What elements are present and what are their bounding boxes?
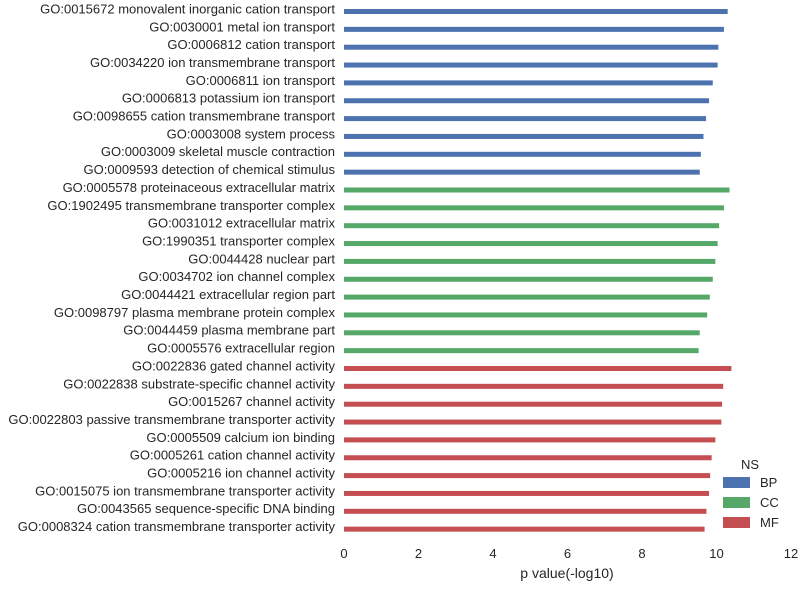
y-tick-label: GO:1902495 transmembrane transporter com… xyxy=(47,198,335,213)
bar-cc xyxy=(344,187,730,193)
y-tick-label: GO:0003009 skeletal muscle contraction xyxy=(101,144,335,159)
bar-bp xyxy=(344,133,704,139)
y-tick-label: GO:0044428 nuclear part xyxy=(188,251,335,266)
legend: NS BP CC MF xyxy=(723,457,779,530)
y-tick-label: GO:0005576 extracellular region xyxy=(147,341,335,356)
bar-cc xyxy=(344,312,708,318)
x-tick-label: 8 xyxy=(638,546,645,561)
x-tick-labels-group: 0 2 4 6 8 10 12 xyxy=(340,546,798,561)
y-tick-label: GO:0031012 extracellular matrix xyxy=(148,216,336,231)
legend-title: NS xyxy=(741,457,759,472)
y-tick-labels-group: GO:0015672 monovalent inorganic cation t… xyxy=(8,1,335,534)
x-tick-label: 10 xyxy=(709,546,723,561)
x-tick-label: 0 xyxy=(340,546,347,561)
y-tick-label: GO:0008324 cation transmembrane transpor… xyxy=(18,519,336,534)
bar-bp xyxy=(344,98,710,104)
x-tick-label: 4 xyxy=(489,546,496,561)
bar-mf xyxy=(344,508,707,514)
bar-bp xyxy=(344,9,728,14)
y-tick-label: GO:0098797 plasma membrane protein compl… xyxy=(54,305,336,320)
y-tick-label: GO:0009593 detection of chemical stimulu… xyxy=(84,162,336,177)
y-tick-label: GO:0022838 substrate-specific channel ac… xyxy=(63,376,335,391)
bar-mf xyxy=(344,366,732,371)
y-tick-label: GO:0006813 potassium ion transport xyxy=(122,91,336,106)
bars-group xyxy=(344,9,732,532)
bar-mf xyxy=(344,419,722,425)
legend-swatch-mf xyxy=(723,517,750,528)
bar-bp xyxy=(344,151,701,157)
y-tick-label: GO:0005216 ion channel activity xyxy=(147,466,335,481)
bar-cc xyxy=(344,258,716,264)
x-tick-label: 6 xyxy=(564,546,571,561)
bar-bp xyxy=(344,26,724,32)
legend-label-cc: CC xyxy=(760,495,779,510)
bar-mf xyxy=(344,437,716,443)
y-tick-label: GO:0043565 sequence-specific DNA binding xyxy=(77,501,335,516)
y-tick-label: GO:0015075 ion transmembrane transporter… xyxy=(35,483,335,498)
x-axis-label: p value(-log10) xyxy=(520,565,613,581)
y-tick-label: GO:0034702 ion channel complex xyxy=(138,269,335,284)
bar-cc xyxy=(344,294,710,300)
bar-bp xyxy=(344,44,719,50)
y-tick-label: GO:0005509 calcium ion binding xyxy=(146,430,335,445)
bar-mf xyxy=(344,526,705,532)
bar-mf xyxy=(344,383,724,389)
y-tick-label: GO:0005261 cation channel activity xyxy=(130,448,336,463)
y-tick-label: GO:0003008 system process xyxy=(167,126,336,141)
x-tick-label: 2 xyxy=(415,546,422,561)
y-tick-label: GO:0030001 metal ion transport xyxy=(149,19,335,34)
bar-bp xyxy=(344,80,713,86)
y-tick-label: GO:1990351 transporter complex xyxy=(142,233,335,248)
legend-swatch-bp xyxy=(723,477,750,488)
x-tick-label: 12 xyxy=(784,546,798,561)
y-tick-label: GO:0044459 plasma membrane part xyxy=(123,323,335,338)
y-tick-label: GO:0022836 gated channel activity xyxy=(132,358,336,373)
bar-cc xyxy=(344,276,713,282)
y-tick-label: GO:0015672 monovalent inorganic cation t… xyxy=(40,1,335,16)
bar-bp xyxy=(344,169,700,175)
y-tick-label: GO:0098655 cation transmembrane transpor… xyxy=(73,109,336,124)
bar-cc xyxy=(344,223,720,229)
y-tick-label: GO:0006811 ion transport xyxy=(186,73,336,88)
y-tick-label: GO:0044421 extracellular region part xyxy=(121,287,335,302)
bar-cc xyxy=(344,330,700,336)
y-tick-label: GO:0006812 cation transport xyxy=(167,37,335,52)
legend-label-bp: BP xyxy=(760,475,777,490)
bar-mf xyxy=(344,455,712,461)
bar-cc xyxy=(344,205,724,211)
bar-mf xyxy=(344,473,711,479)
bar-mf xyxy=(344,401,723,407)
y-tick-label: GO:0034220 ion transmembrane transport xyxy=(90,55,335,70)
legend-label-mf: MF xyxy=(760,515,779,530)
y-tick-label: GO:0005578 proteinaceous extracellular m… xyxy=(63,180,336,195)
y-tick-label: GO:0015267 channel activity xyxy=(168,394,335,409)
bar-cc xyxy=(344,241,718,247)
y-tick-label: GO:0022803 passive transmembrane transpo… xyxy=(8,412,335,427)
bar-bp xyxy=(344,62,718,68)
bar-cc xyxy=(344,348,699,354)
legend-swatch-cc xyxy=(723,497,750,508)
bar-bp xyxy=(344,116,707,122)
bar-mf xyxy=(344,490,710,496)
